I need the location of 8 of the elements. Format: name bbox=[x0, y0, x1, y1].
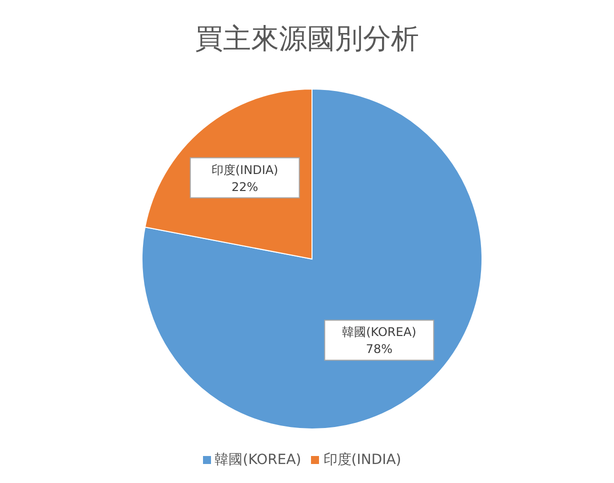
data-label: 78% bbox=[366, 342, 393, 356]
legend-label: 韓國(KOREA) bbox=[214, 452, 302, 468]
pie-slice bbox=[142, 88, 482, 430]
slice-label: 韓國(KOREA) bbox=[342, 325, 416, 340]
chart-title: 買主來源國別分析 bbox=[194, 21, 420, 57]
slice-label: 印度(INDIA) bbox=[211, 162, 278, 177]
legend-label: 印度(INDIA) bbox=[323, 452, 402, 468]
data-label: 22% bbox=[231, 180, 258, 194]
